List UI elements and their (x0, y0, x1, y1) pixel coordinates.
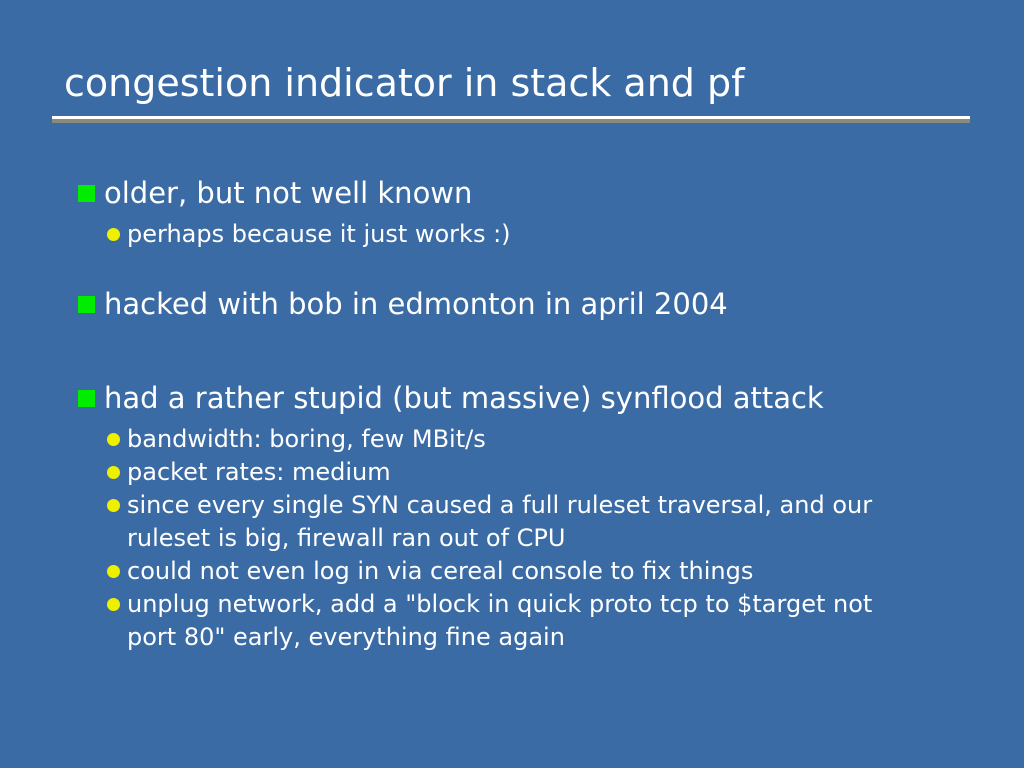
sub-bullet-item: perhaps because it just works :) (107, 218, 511, 251)
sub-bullet-item: could not even log in via cereal console… (107, 555, 907, 588)
sub-bullet-text: perhaps because it just works :) (127, 220, 511, 248)
bullet-text: had a rather stupid (but massive) synflo… (104, 381, 824, 415)
bullet-circle-icon (107, 598, 120, 611)
sub-bullet-item: packet rates: medium (107, 456, 907, 489)
sub-bullet-list: bandwidth: boring, few MBit/s packet rat… (107, 423, 907, 654)
page-title: congestion indicator in stack and pf (64, 61, 745, 105)
bullet-item-hacked: hacked with bob in edmonton in april 200… (78, 287, 728, 321)
bullet-circle-icon (107, 466, 120, 479)
underline-shadow-line (52, 119, 970, 123)
underline-highlight-line (52, 116, 970, 119)
bullet-circle-icon (107, 228, 120, 241)
sub-bullet-item: unplug network, add a "block in quick pr… (107, 588, 907, 654)
sub-bullet-text: could not even log in via cereal console… (127, 557, 754, 585)
bullet-circle-icon (107, 565, 120, 578)
bullet-square-icon (78, 185, 95, 202)
sub-bullet-item: bandwidth: boring, few MBit/s (107, 423, 907, 456)
bullet-text: hacked with bob in edmonton in april 200… (104, 287, 728, 321)
bullet-circle-icon (107, 499, 120, 512)
bullet-item-synflood: had a rather stupid (but massive) synflo… (78, 381, 824, 415)
sub-bullet-text: packet rates: medium (127, 458, 391, 486)
title-underline (52, 116, 970, 123)
sub-bullet-text: bandwidth: boring, few MBit/s (127, 425, 486, 453)
bullet-circle-icon (107, 433, 120, 446)
bullet-square-icon (78, 390, 95, 407)
bullet-item-older: older, but not well known (78, 176, 472, 210)
sub-bullet-item: since every single SYN caused a full rul… (107, 489, 907, 555)
sub-bullet-text: since every single SYN caused a full rul… (127, 491, 873, 552)
bullet-text: older, but not well known (104, 176, 473, 210)
sub-bullet-list: perhaps because it just works :) (107, 218, 511, 251)
bullet-square-icon (78, 296, 95, 313)
sub-bullet-text: unplug network, add a "block in quick pr… (127, 590, 873, 651)
